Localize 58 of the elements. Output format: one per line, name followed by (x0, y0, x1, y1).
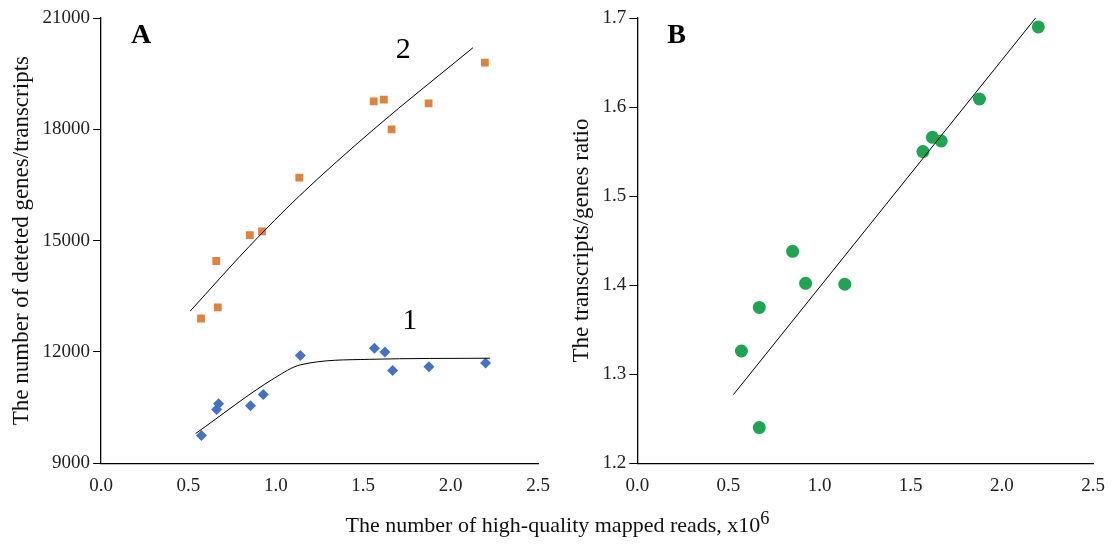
x-axis-title: The number of high-quality mapped reads, x10$^{6}$ (344, 508, 771, 539)
point (369, 97, 378, 106)
point (786, 244, 800, 258)
x-tick-label: 2.0 (438, 473, 463, 495)
point (213, 303, 222, 312)
point (294, 350, 306, 362)
point (424, 99, 433, 108)
point (379, 346, 391, 358)
point (480, 58, 489, 67)
point (838, 277, 852, 291)
y-tick-label: 15000 (42, 228, 91, 250)
y-tick-label: 21000 (42, 5, 91, 27)
x-tick-label: 1.5 (351, 473, 376, 495)
y-tick-label: 9000 (52, 451, 91, 473)
point (197, 314, 205, 323)
y-tick-label: 1.3 (602, 362, 627, 384)
point (195, 429, 207, 441)
y-tick-label: 18000 (42, 117, 91, 139)
x-tick-label: 0.5 (176, 473, 201, 495)
x-tick-label: 2.5 (526, 473, 550, 495)
annotation: B (667, 18, 687, 50)
point (423, 361, 435, 373)
x-tick-label: 1.5 (898, 473, 923, 495)
point (257, 389, 269, 401)
point (368, 342, 380, 354)
point (799, 276, 813, 290)
y-tick-label: 1.7 (602, 5, 627, 27)
y-tick-label: 1.5 (602, 184, 627, 206)
point (245, 400, 257, 412)
x-tick-label: 1.0 (263, 473, 288, 495)
point (379, 95, 388, 104)
y-tick-label: 12000 (42, 339, 91, 361)
point (212, 257, 221, 265)
point (752, 421, 766, 435)
x-tick-label: 2.5 (1081, 473, 1105, 495)
point (387, 364, 399, 376)
y-axis-title: The transcripts/genes ratio (567, 118, 593, 363)
point (387, 125, 396, 134)
point (245, 231, 254, 239)
point (916, 145, 930, 159)
point (972, 92, 986, 106)
y-tick-label: 1.2 (602, 451, 627, 473)
x-tick-label: 1.0 (807, 473, 832, 495)
point (295, 173, 304, 182)
x-tick-label: 2.0 (989, 473, 1014, 495)
series-label: 1 (402, 301, 418, 335)
series-label: 2 (395, 31, 411, 65)
y-tick-label: 1.6 (602, 95, 627, 117)
x-tick-label: 0.5 (716, 473, 741, 495)
y-tick-label: 1.4 (602, 273, 627, 295)
point (480, 357, 492, 369)
y-axis-title: The number of deteted genes/transcripts (7, 55, 33, 426)
point (1031, 20, 1045, 34)
x-tick-label: 0.0 (625, 473, 650, 495)
annotation: A (131, 18, 153, 50)
x-tick-label: 0.0 (89, 473, 113, 495)
point (734, 344, 748, 358)
point (752, 300, 766, 314)
